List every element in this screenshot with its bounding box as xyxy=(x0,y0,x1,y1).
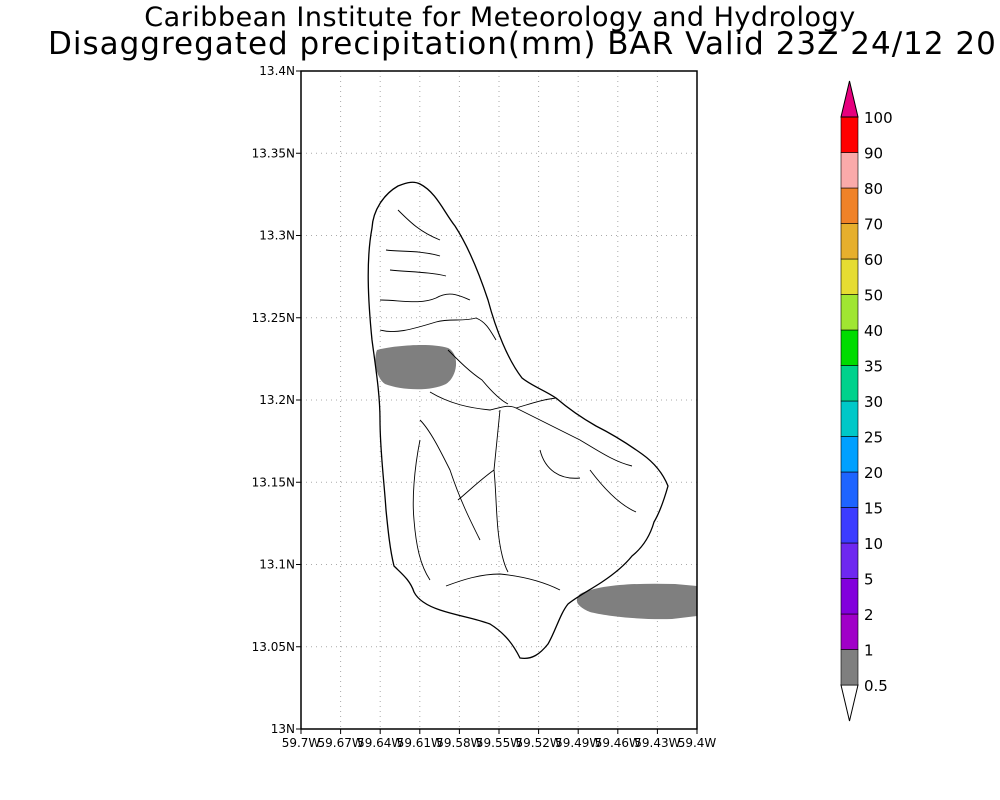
colorbar-level-label: 80 xyxy=(864,180,883,198)
title-line-2: Disaggregated precipitation(mm) BAR Vali… xyxy=(48,26,1000,62)
colorbar-level-label: 2 xyxy=(864,606,874,624)
lon-tick-label: 59.4W xyxy=(678,736,717,750)
colorbar-swatch xyxy=(840,294,859,331)
colorbar-over-triangle xyxy=(840,80,859,118)
colorbar-level-label: 25 xyxy=(864,429,883,447)
colorbar-level-label: 40 xyxy=(864,322,883,340)
colorbar-swatch xyxy=(840,187,859,224)
lon-tick-label: 59.52W xyxy=(515,736,561,750)
lat-tick-label: 13.35N xyxy=(252,146,295,160)
colorbar-level-label: 30 xyxy=(864,393,883,411)
lon-tick-label: 59.43W xyxy=(634,736,680,750)
precip-shading xyxy=(375,344,697,620)
colorbar-level-label: 0.5 xyxy=(864,677,888,695)
colorbar-level-label: 10 xyxy=(864,535,883,553)
colorbar-swatch xyxy=(840,507,859,544)
lat-tick-label: 13.15N xyxy=(252,475,295,489)
lat-tick-label: 13.4N xyxy=(259,64,295,78)
colorbar-level-label: 1 xyxy=(864,642,874,660)
lat-tick-label: 13.1N xyxy=(259,558,295,572)
lon-tick-label: 59.67W xyxy=(317,736,363,750)
colorbar-swatch xyxy=(840,365,859,402)
lon-tick-label: 59.61W xyxy=(397,736,443,750)
colorbar-swatch xyxy=(840,578,859,615)
colorbar-swatch xyxy=(840,258,859,295)
precip-area-southeast xyxy=(576,583,697,620)
colorbar-under-triangle xyxy=(840,684,859,722)
colorbar-level-label: 20 xyxy=(864,464,883,482)
colorbar-level-label: 35 xyxy=(864,358,883,376)
lat-tick-label: 13N xyxy=(271,722,295,736)
lat-tick-label: 13.25N xyxy=(252,311,295,325)
lon-tick-label: 59.55W xyxy=(476,736,522,750)
lat-tick-label: 13.05N xyxy=(252,640,295,654)
colorbar-level-label: 15 xyxy=(864,500,883,518)
colorbar-level-label: 70 xyxy=(864,216,883,234)
colorbar-swatch xyxy=(840,223,859,260)
title-line-1: Caribbean Institute for Meteorology and … xyxy=(144,2,856,33)
lon-tick-label: 59.7W xyxy=(282,736,321,750)
lon-tick-label: 59.49W xyxy=(555,736,601,750)
colorbar-level-label: 60 xyxy=(864,251,883,269)
colorbar-swatch xyxy=(840,471,859,508)
colorbar-swatch xyxy=(840,116,859,153)
colorbar-level-label: 5 xyxy=(864,571,874,589)
colorbar-swatch xyxy=(840,152,859,189)
colorbar-swatch xyxy=(840,542,859,579)
colorbar-swatch xyxy=(840,649,859,686)
catchment-boundary xyxy=(379,209,637,591)
lon-tick-label: 59.64W xyxy=(357,736,403,750)
island-coastline xyxy=(367,181,669,660)
longitude-axis: 59.7W59.67W59.64W59.61W59.58W59.55W59.52… xyxy=(282,729,717,750)
latitude-axis: 13N 13.05N 13.1N 13.15N 13.2N 13.25N 13.3N 13.3… xyxy=(252,64,301,736)
colorbar-swatch xyxy=(840,329,859,366)
grid-lines xyxy=(301,71,697,729)
colorbar-swatch xyxy=(840,613,859,650)
colorbar-swatch xyxy=(840,400,859,437)
lat-tick-label: 13.3N xyxy=(259,229,295,243)
lon-tick-label: 59.46W xyxy=(595,736,641,750)
colorbar-level-label: 100 xyxy=(864,109,893,127)
barbados-island xyxy=(367,181,669,660)
colorbar-level-label: 90 xyxy=(864,145,883,163)
colorbar-swatch xyxy=(840,436,859,473)
lon-tick-label: 59.58W xyxy=(436,736,482,750)
colorbar-level-label: 50 xyxy=(864,287,883,305)
precip-area-west-coast xyxy=(375,344,457,390)
lat-tick-label: 13.2N xyxy=(259,393,295,407)
